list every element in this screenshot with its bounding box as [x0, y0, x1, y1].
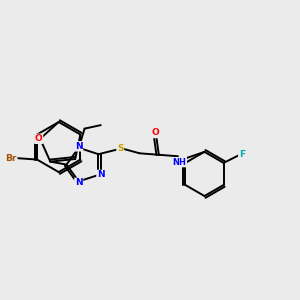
Text: N: N: [97, 170, 105, 179]
Text: F: F: [239, 150, 245, 159]
Text: O: O: [35, 134, 43, 143]
Text: Br: Br: [5, 154, 17, 163]
Text: O: O: [152, 128, 159, 137]
Text: N: N: [75, 178, 82, 188]
Text: NH: NH: [172, 158, 186, 166]
Text: N: N: [75, 142, 82, 151]
Text: S: S: [117, 144, 124, 153]
